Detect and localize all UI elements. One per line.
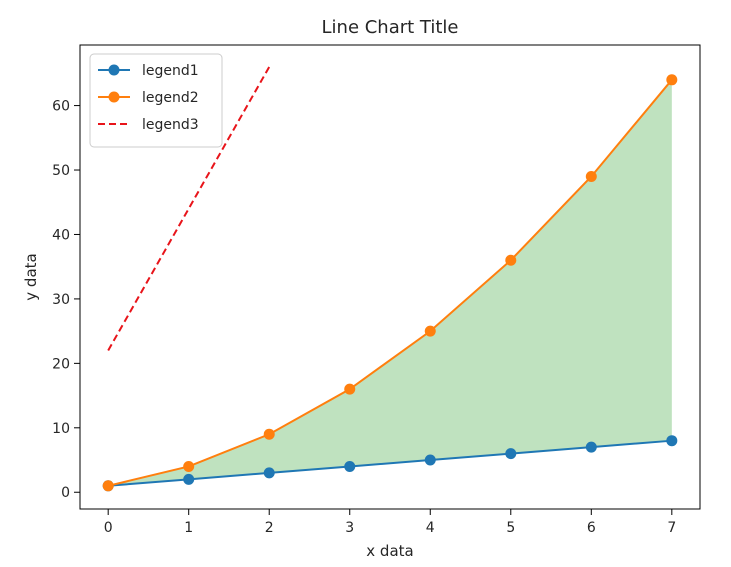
data-point-legend2 (183, 460, 195, 472)
series-line-legend2 (107, 79, 673, 487)
data-point-legend1 (585, 441, 597, 453)
series-legend1 (102, 435, 678, 492)
data-point-legend2 (585, 170, 597, 182)
data-point-legend1 (666, 435, 678, 447)
data-point-legend2 (102, 480, 114, 492)
x-tick-label: 2 (265, 520, 274, 536)
legend-swatch-marker (108, 91, 120, 103)
data-point-legend1 (424, 454, 436, 466)
x-tick-label: 7 (667, 520, 676, 536)
legend-swatch-marker (108, 64, 120, 76)
x-tick-label: 1 (184, 520, 193, 536)
y-tick-label: 60 (52, 99, 70, 115)
data-point-legend2 (666, 74, 678, 86)
y-axis-ticks: 0 10 20 30 40 50 60 (52, 99, 80, 501)
x-axis-ticks: 0 1 2 3 4 5 6 7 (104, 509, 676, 536)
y-tick-label: 10 (52, 421, 70, 437)
data-point-legend2 (424, 325, 436, 337)
fill-between-area (108, 79, 672, 486)
legend: legend1 legend2 legend3 (89, 53, 223, 148)
y-tick-label: 30 (52, 292, 70, 308)
data-point-legend1 (263, 467, 275, 479)
plot-frame (79, 44, 701, 510)
y-tick-label: 20 (52, 356, 70, 372)
data-point-legend1 (505, 448, 517, 460)
y-tick-label: 40 (52, 227, 70, 243)
x-tick-label: 6 (587, 520, 596, 536)
fill-between-polygon (108, 79, 672, 486)
data-point-legend1 (344, 460, 356, 472)
y-tick-label: 50 (52, 163, 70, 179)
x-tick-label: 0 (104, 520, 113, 536)
legend-entry-label: legend3 (142, 117, 199, 133)
legend-entry-label: legend2 (142, 90, 199, 106)
y-axis-label: y data (22, 253, 40, 300)
x-tick-label: 5 (506, 520, 515, 536)
data-point-legend2 (505, 254, 517, 266)
x-axis-label: x data (366, 542, 413, 560)
series-line-legend1 (108, 439, 672, 487)
x-tick-label: 4 (426, 520, 435, 536)
data-point-legend1 (183, 473, 195, 485)
series-layer (102, 66, 678, 492)
x-tick-label: 3 (345, 520, 354, 536)
series-legend2 (102, 74, 678, 492)
legend-entry-label: legend1 (142, 63, 199, 79)
chart-title: Line Chart Title (322, 17, 459, 38)
data-point-legend2 (263, 428, 275, 440)
y-tick-label: 0 (61, 485, 70, 501)
data-point-legend2 (344, 383, 356, 395)
